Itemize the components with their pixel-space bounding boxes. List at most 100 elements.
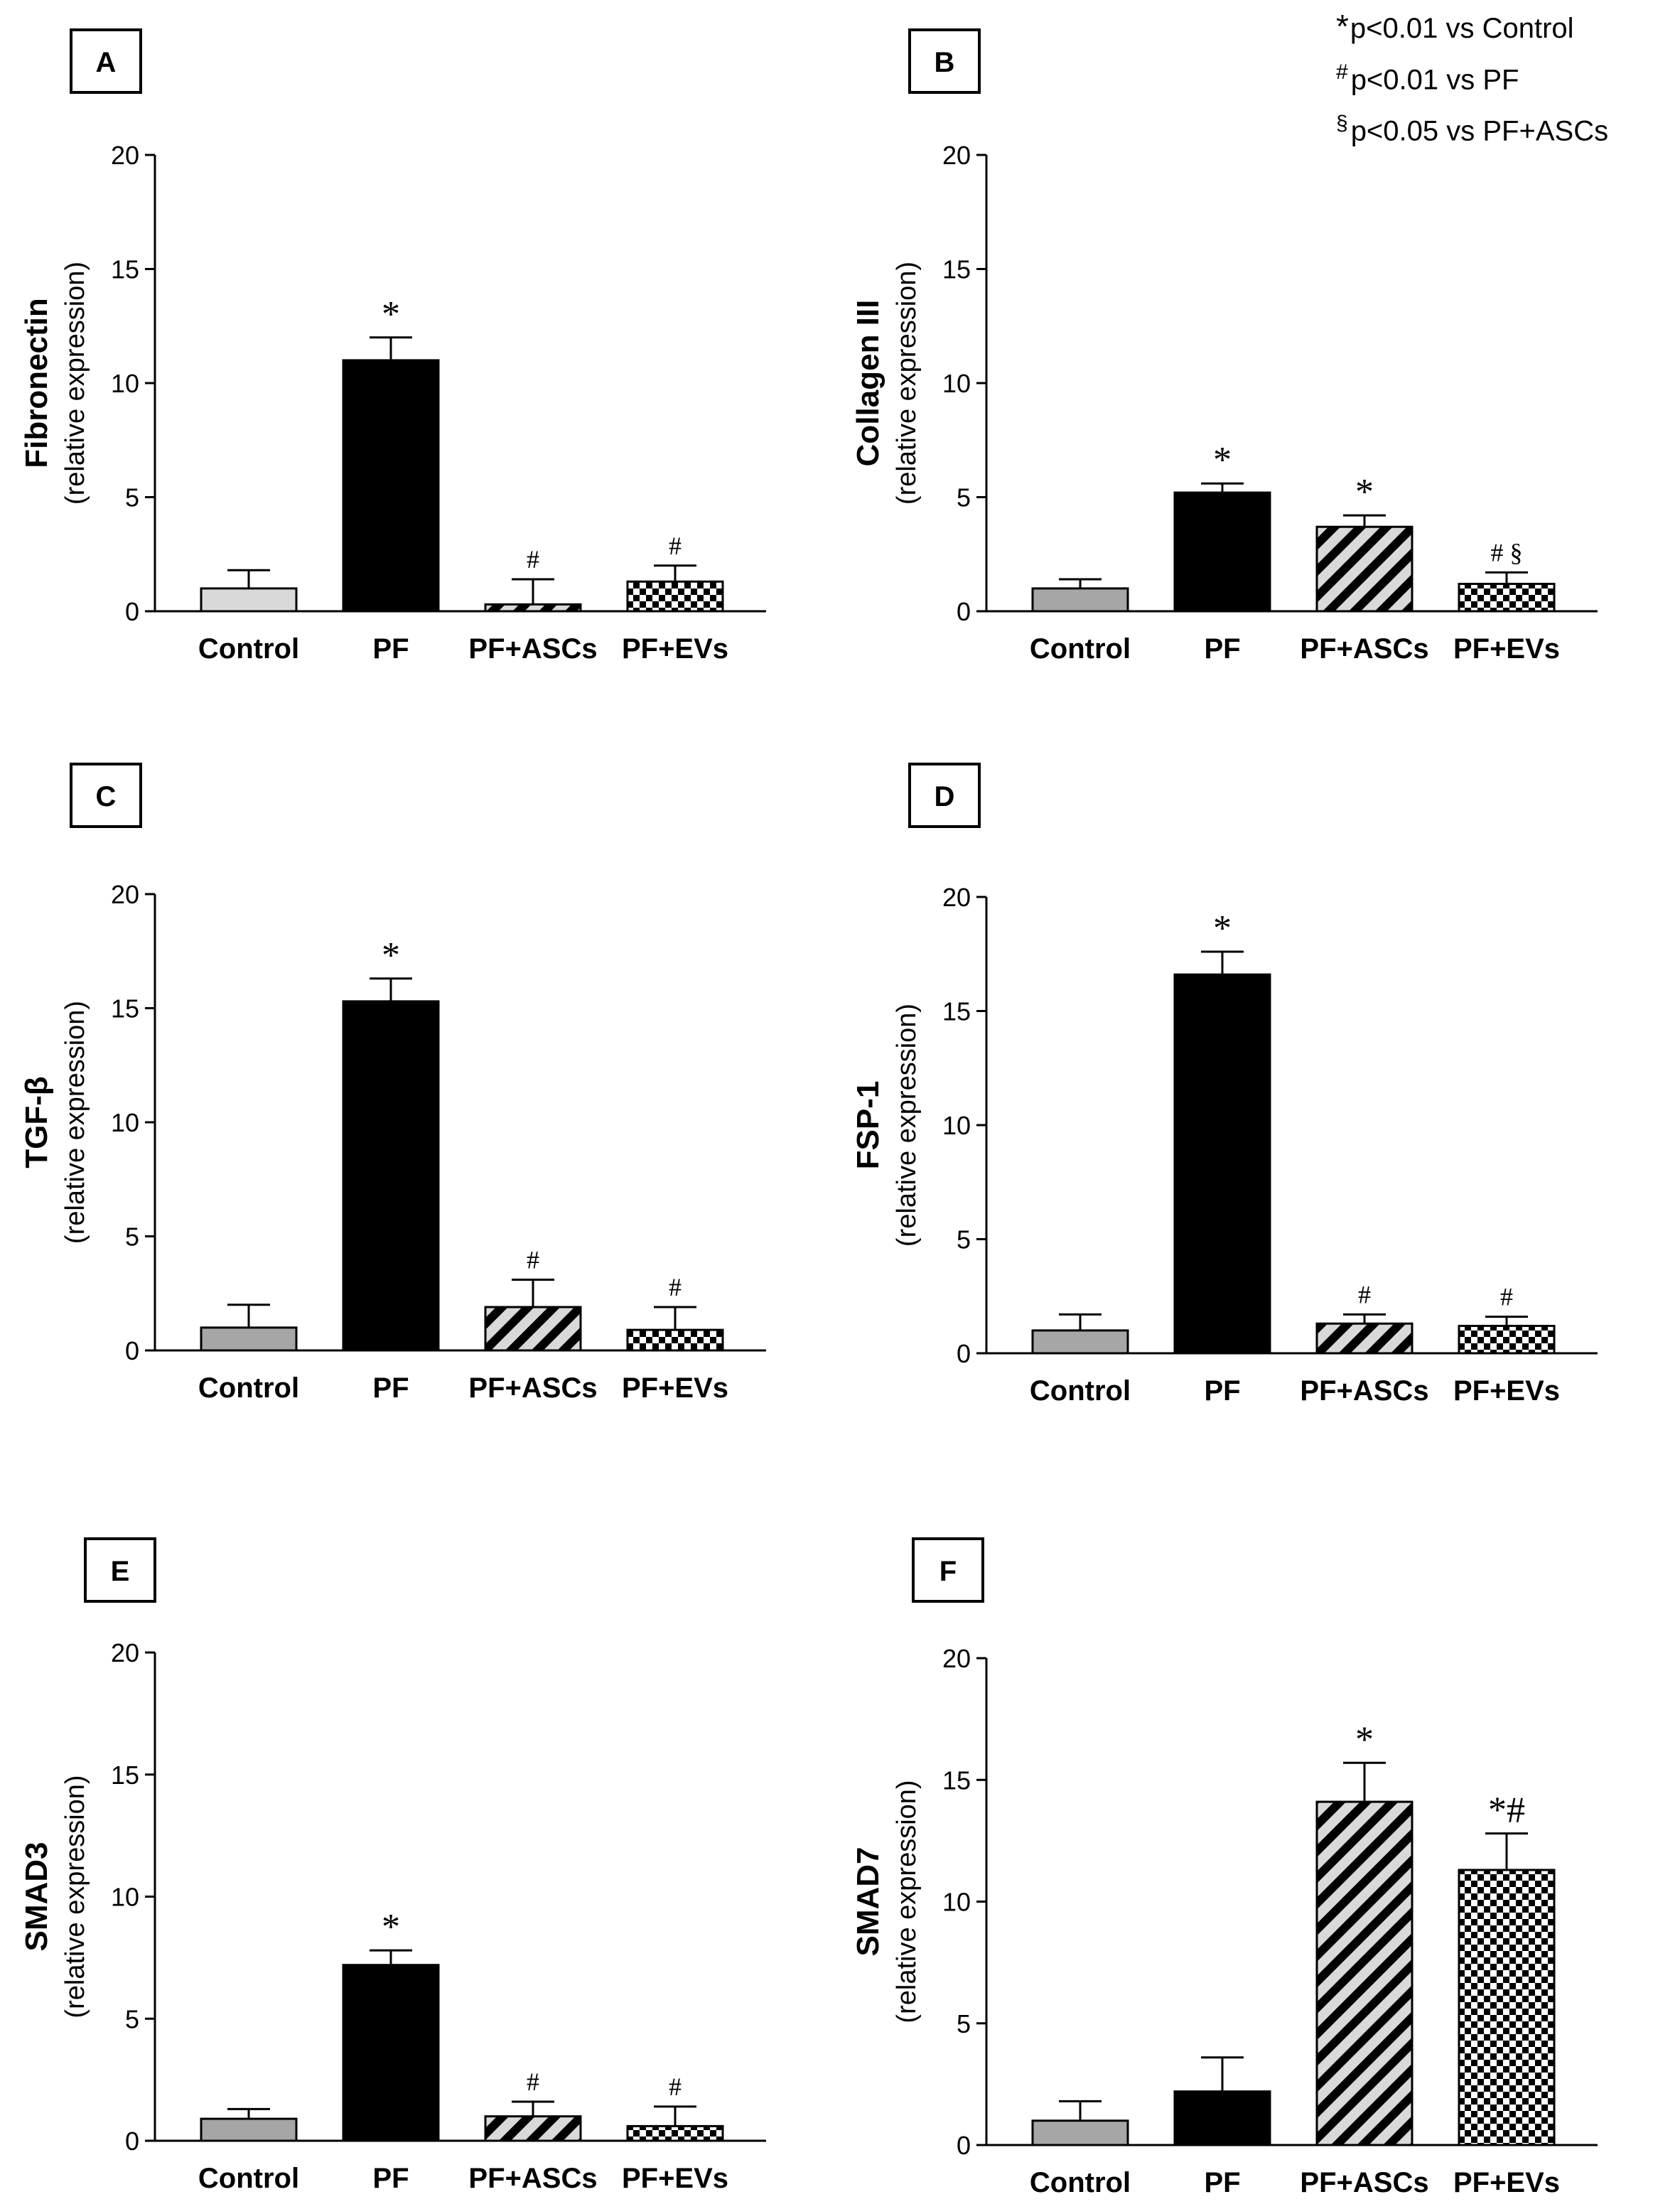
y-tick-label: 0: [957, 2131, 971, 2160]
significance-marker: #: [669, 2073, 682, 2101]
y-tick-label: 20: [942, 883, 971, 912]
y-axis-subtitle: (relative expression): [60, 1001, 90, 1244]
bar: [342, 1964, 440, 2142]
x-tick-label: PF+EVs: [622, 1372, 728, 1404]
y-tick-label: 15: [111, 994, 139, 1023]
x-tick-label: PF: [1204, 1375, 1240, 1407]
legend-symbol: *: [1336, 8, 1349, 45]
y-tick-label: 0: [125, 597, 139, 626]
x-tick-label: PF+EVs: [1453, 1375, 1560, 1407]
x-tick-label: PF: [372, 633, 409, 665]
x-tick-label: Control: [198, 633, 299, 665]
y-tick-label: 10: [942, 1888, 971, 1917]
x-tick-label: PF+EVs: [1453, 633, 1560, 665]
significance-marker: *: [1213, 908, 1232, 949]
chart-panel-c: C 0 5 10 15 20 TGF-β (relative expression) Contr…: [19, 763, 766, 1404]
y-tick-label: 10: [942, 369, 971, 398]
significance-marker: #: [669, 532, 682, 560]
y-tick-label: 0: [125, 1336, 139, 1365]
y-tick-label: 5: [125, 2004, 139, 2033]
y-tick-label: 10: [111, 1883, 139, 1912]
y-tick-label: 10: [111, 369, 139, 398]
x-tick-label: PF+EVs: [1453, 2167, 1560, 2198]
panel-label: F: [939, 1556, 957, 1587]
chart-panel-f: F 0 5 10 15 20 SMAD7 (relative expression) Contr…: [851, 1537, 1598, 2198]
y-tick-label: 15: [942, 255, 971, 284]
bar: [626, 2124, 724, 2142]
legend-row-star: *p<0.01 vs Control: [1336, 4, 1608, 50]
x-tick-label: Control: [198, 1372, 299, 1404]
y-tick-label: 20: [942, 141, 971, 170]
significance-marker: *#: [1488, 1790, 1525, 1831]
x-tick-label: PF: [372, 2163, 409, 2194]
panel-label: C: [96, 781, 117, 812]
bar: [1173, 2090, 1271, 2146]
bar: [484, 603, 582, 613]
y-axis-title: SMAD3: [19, 1842, 54, 1951]
y-tick-label: 0: [125, 2127, 139, 2156]
significance-marker: *: [1355, 472, 1374, 512]
chart-panel-d: D 0 5 10 15 20 FSP-1 (relative expression) Contr…: [851, 763, 1598, 1407]
x-tick-label: PF+ASCs: [1300, 2167, 1428, 2198]
y-axis-subtitle: (relative expression): [892, 1004, 922, 1247]
bar: [200, 587, 298, 613]
x-tick-label: Control: [1030, 2167, 1131, 2198]
legend-text: p<0.05 vs PF+ASCs: [1350, 115, 1609, 147]
panel-label-box: [70, 763, 142, 828]
bar: [1031, 587, 1129, 613]
y-tick-label: 20: [111, 880, 139, 909]
panel-label: D: [935, 781, 955, 812]
y-axis-subtitle: (relative expression): [892, 262, 922, 505]
y-axis-title: TGF-β: [19, 1076, 54, 1168]
significance-marker: # §: [1491, 538, 1523, 566]
y-tick-label: 15: [942, 997, 971, 1026]
significance-marker: #: [527, 2068, 539, 2096]
x-tick-label: PF: [1204, 2167, 1240, 2198]
legend-symbol: §: [1336, 112, 1348, 136]
y-tick-label: 20: [942, 1644, 971, 1673]
y-tick-label: 5: [125, 483, 139, 512]
panel-label-box: [912, 1537, 984, 1603]
significance-marker: *: [382, 1907, 400, 1947]
significance-marker: *: [382, 935, 400, 976]
y-tick-label: 10: [111, 1108, 139, 1137]
bar: [484, 1306, 582, 1352]
bar: [1315, 1800, 1414, 2146]
y-tick-label: 5: [125, 1222, 139, 1252]
panel-label-box: [908, 28, 981, 94]
chart-panel-b: B 0 5 10 15 20 Collagen III (relative expressio…: [851, 28, 1598, 665]
legend-text: p<0.01 vs Control: [1350, 13, 1574, 44]
bar: [1173, 491, 1271, 613]
panel-label-box: [70, 28, 142, 94]
chart-panel-e: E 0 5 10 15 20 SMAD3 (relative expression) Contr…: [19, 1537, 766, 2194]
y-tick-label: 5: [957, 2009, 971, 2038]
significance-marker: *: [382, 294, 400, 335]
y-tick-label: 15: [111, 255, 139, 284]
y-axis-title: Collagen III: [851, 300, 885, 467]
y-tick-label: 10: [942, 1111, 971, 1140]
legend-row-section: § p<0.05 vs PF+ASCs: [1336, 102, 1608, 153]
significance-legend: *p<0.01 vs Control # p<0.01 vs PF § p<0.05…: [1336, 4, 1608, 154]
bar: [1458, 1869, 1556, 2146]
bar: [342, 1000, 440, 1352]
bar: [1458, 1324, 1556, 1355]
y-axis-title: Fibronectin: [19, 298, 54, 468]
legend-row-hash: # p<0.01 vs PF: [1336, 50, 1608, 102]
y-axis-title: FSP-1: [851, 1081, 885, 1170]
bar: [1315, 525, 1414, 613]
x-tick-label: PF+EVs: [622, 2163, 728, 2194]
legend-symbol: #: [1336, 60, 1348, 84]
y-axis-title: SMAD7: [851, 1847, 885, 1956]
x-tick-label: PF+EVs: [622, 633, 728, 665]
x-tick-label: Control: [1030, 1375, 1131, 1407]
y-tick-label: 5: [957, 483, 971, 512]
panel-label: A: [96, 47, 117, 78]
y-tick-label: 20: [111, 1638, 139, 1667]
bar: [1031, 2119, 1129, 2146]
significance-marker: *: [1355, 1719, 1374, 1760]
significance-marker: #: [527, 545, 539, 574]
x-tick-label: PF+ASCs: [468, 2163, 597, 2194]
x-tick-label: Control: [1030, 633, 1131, 665]
y-tick-label: 15: [111, 1761, 139, 1790]
